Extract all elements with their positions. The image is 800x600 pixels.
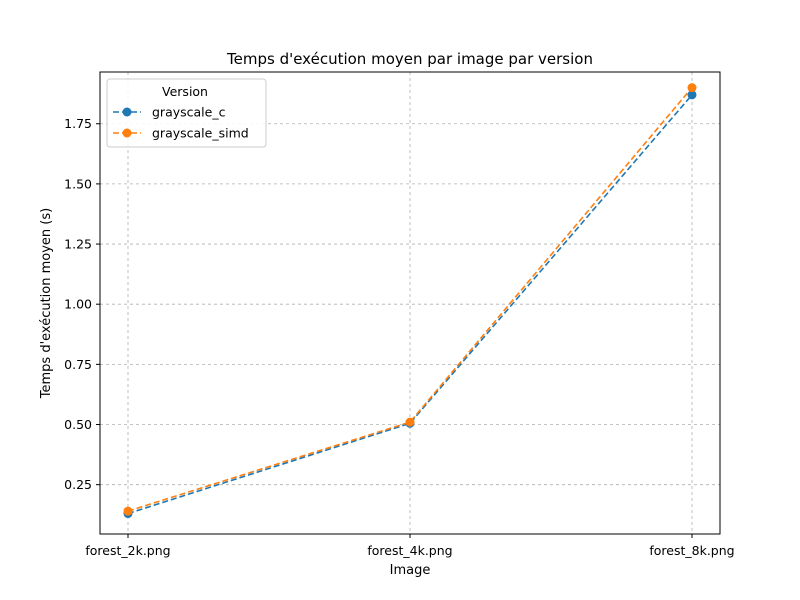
y-tick-label: 1.75 bbox=[64, 116, 92, 131]
grid bbox=[100, 72, 720, 534]
data-point bbox=[123, 506, 133, 516]
series-grayscale_simd bbox=[123, 83, 697, 516]
y-tick-label: 1.50 bbox=[64, 176, 92, 191]
chart-title: Temps d'exécution moyen par image par ve… bbox=[226, 50, 593, 68]
legend-box bbox=[106, 78, 267, 148]
x-tick-label: forest_8k.png bbox=[649, 543, 734, 558]
legend-marker bbox=[122, 128, 132, 138]
legend-entries: grayscale_c grayscale_simd bbox=[113, 105, 249, 141]
legend-label: grayscale_simd bbox=[152, 126, 249, 141]
series-line bbox=[127, 87, 693, 512]
y-tick-label: 0.50 bbox=[64, 417, 92, 432]
y-tick-label: 0.75 bbox=[64, 357, 92, 372]
x-axis: forest_2k.png forest_4k.png forest_8k.png bbox=[85, 534, 735, 558]
legend-entry: grayscale_c bbox=[113, 105, 226, 120]
y-tick-label: 1.00 bbox=[64, 297, 92, 312]
y-tick-label: 1.25 bbox=[64, 237, 92, 252]
data-point bbox=[405, 417, 415, 427]
x-tick-label: forest_2k.png bbox=[85, 543, 170, 558]
legend-entry: grayscale_simd bbox=[113, 126, 249, 141]
y-axis: 0.25 0.50 0.75 1.00 1.25 1.50 1.75 bbox=[64, 116, 100, 492]
series-layer bbox=[123, 83, 697, 519]
legend-title: Version bbox=[162, 84, 208, 99]
x-axis-title: Image bbox=[390, 563, 431, 578]
legend: Version grayscale_c grayscale_simd bbox=[106, 78, 267, 148]
data-point bbox=[687, 90, 697, 100]
y-axis-title: Temps d'exécution moyen (s) bbox=[39, 208, 54, 399]
legend-label: grayscale_c bbox=[152, 105, 226, 120]
x-tick-label: forest_4k.png bbox=[367, 543, 452, 558]
data-point bbox=[687, 83, 697, 93]
y-tick-label: 0.25 bbox=[64, 477, 92, 492]
legend-marker bbox=[122, 107, 132, 117]
